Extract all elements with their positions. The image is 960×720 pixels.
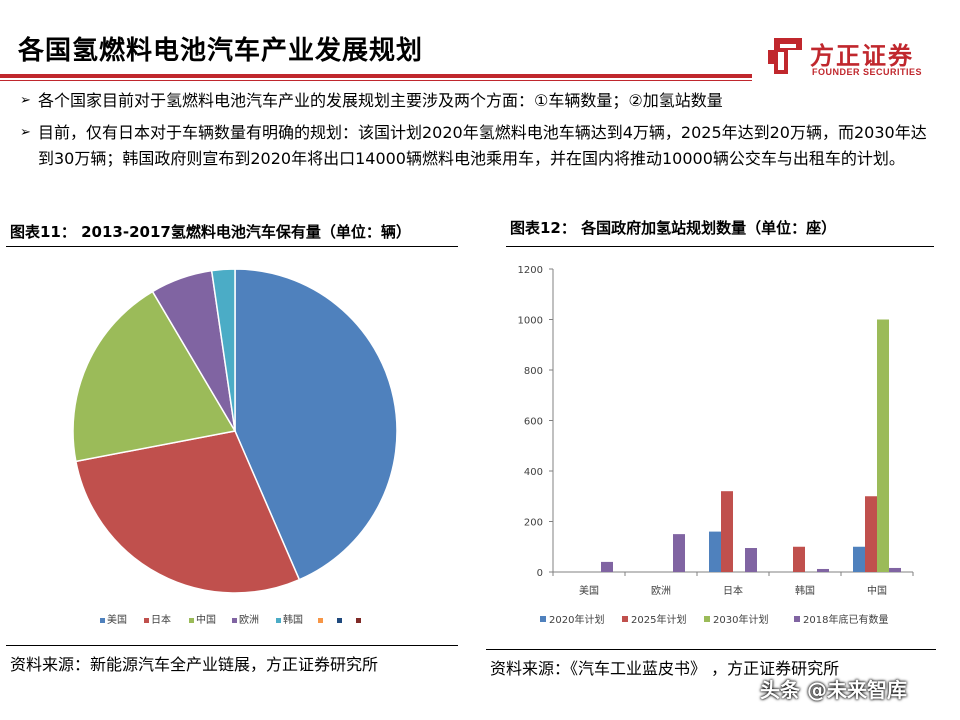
x-tick-label: 中国: [867, 584, 887, 597]
x-tick-label: 韩国: [795, 584, 815, 597]
pie-legend-marker: [356, 618, 361, 623]
bar: [817, 568, 829, 572]
brand-logo: 方正证券 FOUNDER SECURITIES: [766, 36, 946, 82]
pie-legend-marker: [276, 618, 281, 623]
logo-subtitle: FOUNDER SECURITIES: [812, 67, 923, 77]
pie-legend-marker: [318, 618, 323, 623]
figure-11-title: 图表11： 2013-2017氢燃料电池汽车保有量（单位：辆）: [10, 223, 411, 241]
page-title: 各国氢燃料电池汽车产业发展规划: [18, 36, 424, 66]
figure-12-source-rule: [486, 649, 936, 650]
bullet-arrow-icon: ➢: [20, 125, 31, 140]
bar: [865, 496, 877, 572]
logo-name: 方正证券: [810, 42, 914, 70]
bullet-arrow-icon: ➢: [20, 93, 31, 108]
figure-11-rule: [6, 246, 458, 247]
bar: [853, 546, 865, 572]
pie-legend-marker: [232, 618, 237, 623]
y-tick-label: 1200: [518, 265, 543, 276]
pie-legend-marker: [189, 618, 194, 623]
bar-legend-label: 2030年计划: [713, 613, 768, 626]
pie-legend-label: 日本: [151, 613, 171, 626]
logo-mark-icon: [768, 38, 802, 74]
x-tick-label: 欧洲: [651, 585, 671, 597]
bar: [601, 561, 613, 572]
y-tick-label: 1000: [518, 316, 543, 327]
bar-chart: 0 200 400 600 800 1000 1200 美国 欧洲 日本 韩国 中国 2020年计划 20…: [518, 265, 914, 626]
bullet-list: ➢ 各个国家目前对于氢燃料电池汽车产业的发展规划主要涉及两个方面：①车辆数量；②…: [20, 88, 940, 178]
pie-legend-marker: [337, 618, 342, 623]
title-underline-thin: [0, 80, 752, 81]
bullet-item: ➢ 目前，仅有日本对于车辆数量有明确的规划：该国计划2020年氢燃料电池车辆达到…: [20, 120, 940, 172]
watermark: 头条 @未来智库: [760, 678, 907, 702]
bullet-item: ➢ 各个国家目前对于氢燃料电池汽车产业的发展规划主要涉及两个方面：①车辆数量；②…: [20, 88, 940, 114]
bar: [877, 319, 889, 572]
pie-slice: [72, 290, 237, 463]
bar-legend-label: 2025年计划: [631, 613, 686, 626]
pie-legend-marker: [144, 618, 149, 623]
pie-slice: [210, 268, 236, 432]
figure-11-source: 资料来源：新能源汽车全产业链展，方正证券研究所: [10, 655, 379, 674]
figure-12-title: 图表12： 各国政府加氢站规划数量（单位：座）: [510, 219, 837, 237]
figure-11-source-rule: [6, 645, 458, 646]
x-tick-label: 美国: [579, 584, 599, 597]
pie-legend-label: 欧洲: [239, 614, 259, 626]
pie-chart: 美国 日本 中国 欧洲 韩国: [72, 268, 398, 626]
bar: [709, 531, 721, 572]
y-tick-label: 600: [524, 417, 543, 428]
y-tick-label: 0: [537, 568, 543, 579]
bar: [721, 491, 733, 572]
bar: [793, 546, 805, 572]
pie-legend-marker: [100, 618, 105, 623]
bar: [673, 534, 685, 572]
bullet-text: 目前，仅有日本对于车辆数量有明确的规划：该国计划2020年氢燃料电池车辆达到4万…: [38, 123, 927, 168]
pie-legend-label: 韩国: [283, 613, 303, 626]
pie-slice: [234, 268, 398, 581]
bullet-text: 各个国家目前对于氢燃料电池汽车产业的发展规划主要涉及两个方面：①车辆数量；②加氢…: [38, 91, 723, 110]
bar-legend-marker: [704, 616, 710, 622]
figure-12-rule: [506, 246, 934, 247]
y-tick-label: 400: [524, 467, 543, 478]
bar-legend-label: 2020年计划: [549, 613, 604, 626]
bar-legend-label: 2018年底已有数量: [803, 613, 888, 626]
pie-slice: [74, 430, 301, 594]
y-tick-label: 200: [524, 518, 543, 529]
bar-legend-marker: [540, 616, 546, 622]
y-tick-label: 800: [524, 366, 543, 377]
bar-legend-marker: [622, 616, 628, 622]
bar: [745, 548, 757, 572]
figure-12-source: 资料来源：《汽车工业蓝皮书》 ，方正证券研究所: [490, 659, 840, 678]
bar-legend-marker: [794, 616, 800, 622]
bar: [889, 567, 901, 572]
pie-legend-label: 中国: [196, 613, 216, 626]
pie-legend-label: 美国: [107, 613, 127, 626]
title-underline: [0, 74, 752, 78]
x-tick-label: 日本: [723, 584, 743, 597]
